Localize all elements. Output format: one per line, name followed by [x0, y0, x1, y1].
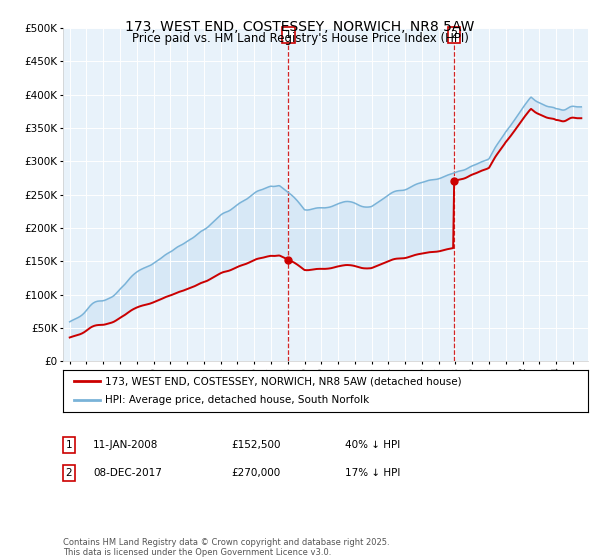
- Text: Price paid vs. HM Land Registry's House Price Index (HPI): Price paid vs. HM Land Registry's House …: [131, 32, 469, 45]
- Text: £270,000: £270,000: [231, 468, 280, 478]
- Text: 1: 1: [285, 30, 292, 40]
- Text: 2: 2: [65, 468, 73, 478]
- Text: 1: 1: [65, 440, 73, 450]
- Text: £152,500: £152,500: [231, 440, 281, 450]
- Text: 173, WEST END, COSTESSEY, NORWICH, NR8 5AW (detached house): 173, WEST END, COSTESSEY, NORWICH, NR8 5…: [105, 376, 461, 386]
- Text: 11-JAN-2008: 11-JAN-2008: [93, 440, 158, 450]
- Text: 17% ↓ HPI: 17% ↓ HPI: [345, 468, 400, 478]
- Text: 173, WEST END, COSTESSEY, NORWICH, NR8 5AW: 173, WEST END, COSTESSEY, NORWICH, NR8 5…: [125, 20, 475, 34]
- Text: HPI: Average price, detached house, South Norfolk: HPI: Average price, detached house, Sout…: [105, 395, 369, 405]
- Text: Contains HM Land Registry data © Crown copyright and database right 2025.
This d: Contains HM Land Registry data © Crown c…: [63, 538, 389, 557]
- Text: 40% ↓ HPI: 40% ↓ HPI: [345, 440, 400, 450]
- Text: 08-DEC-2017: 08-DEC-2017: [93, 468, 162, 478]
- Text: 2: 2: [451, 30, 458, 40]
